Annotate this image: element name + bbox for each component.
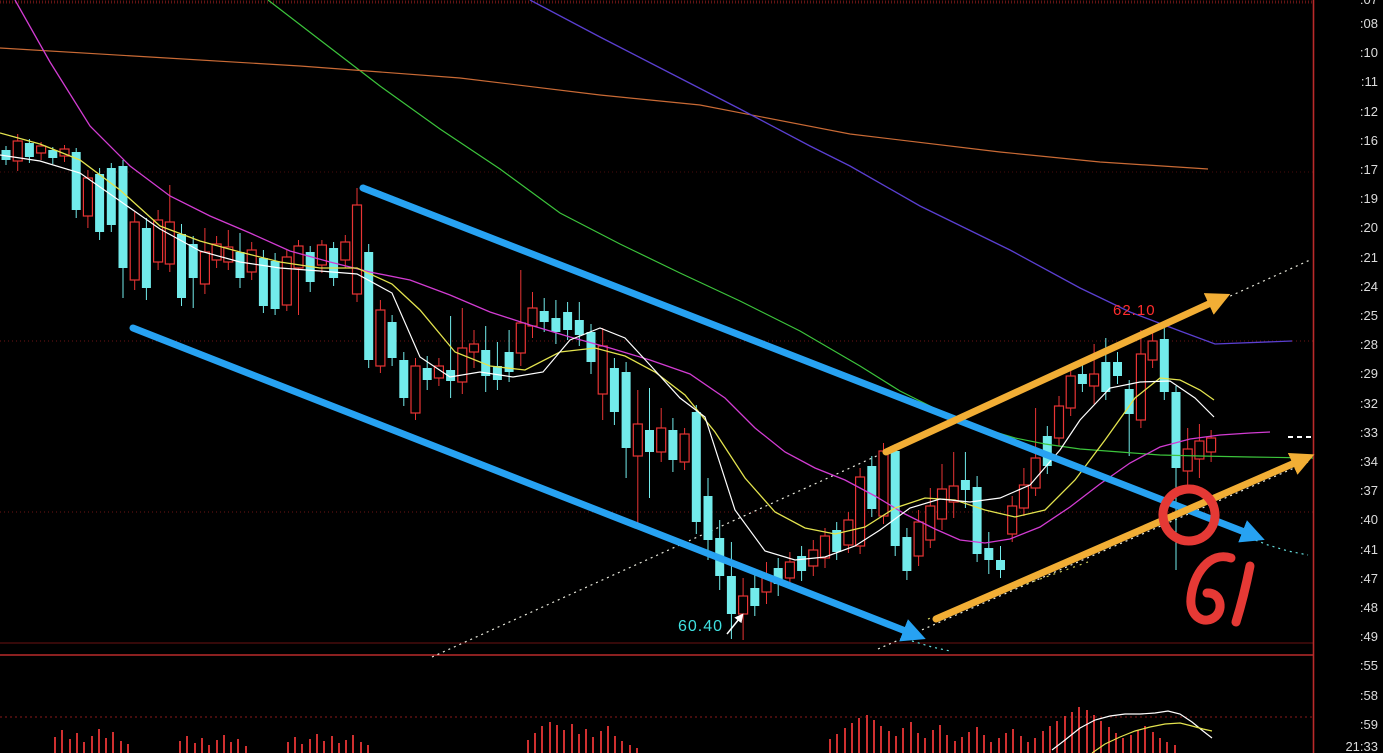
time-label: :47 — [1359, 570, 1378, 586]
time-label: :37 — [1359, 483, 1378, 499]
time-label: :10 — [1359, 45, 1378, 61]
time-label: :17 — [1359, 162, 1378, 177]
price-annotation-low: 60.40 — [678, 618, 724, 635]
time-label: :16 — [1359, 132, 1378, 148]
time-label: :48 — [1359, 600, 1378, 615]
time-label: :49 — [1359, 629, 1378, 645]
time-label: :34 — [1359, 454, 1378, 469]
hand-drawn-61-annotation — [1158, 484, 1255, 627]
time-label-partial: :07 — [1318, 0, 1378, 7]
time-label: :40 — [1359, 512, 1378, 528]
time-label: :12 — [1359, 103, 1378, 119]
time-label: :41 — [1359, 541, 1378, 557]
time-label: :19 — [1359, 191, 1378, 207]
time-label: :24 — [1359, 278, 1378, 294]
time-label: :58 — [1359, 687, 1378, 703]
time-list-panel[interactable]: :07 21:33 :08 :10 :11 :12 :16 :17 :19 :20 :21 :24… — [1315, 0, 1383, 753]
price-annotation-high: 62.10 — [1113, 302, 1156, 319]
time-label: :28 — [1359, 337, 1378, 353]
time-label: :29 — [1359, 366, 1378, 382]
time-label: :25 — [1359, 308, 1378, 323]
candles — [1, 134, 1217, 640]
time-label: :08 — [1359, 16, 1378, 31]
time-label: :59 — [1359, 716, 1378, 732]
time-label: :55 — [1359, 658, 1378, 674]
time-label: :21 — [1359, 249, 1378, 265]
time-label: :20 — [1359, 220, 1378, 236]
time-label: :32 — [1359, 395, 1378, 411]
time-label: :33 — [1359, 424, 1378, 440]
volume-bars — [54, 707, 1176, 753]
time-label: :11 — [1360, 74, 1378, 90]
clock-time: 21:33 — [1345, 739, 1378, 753]
